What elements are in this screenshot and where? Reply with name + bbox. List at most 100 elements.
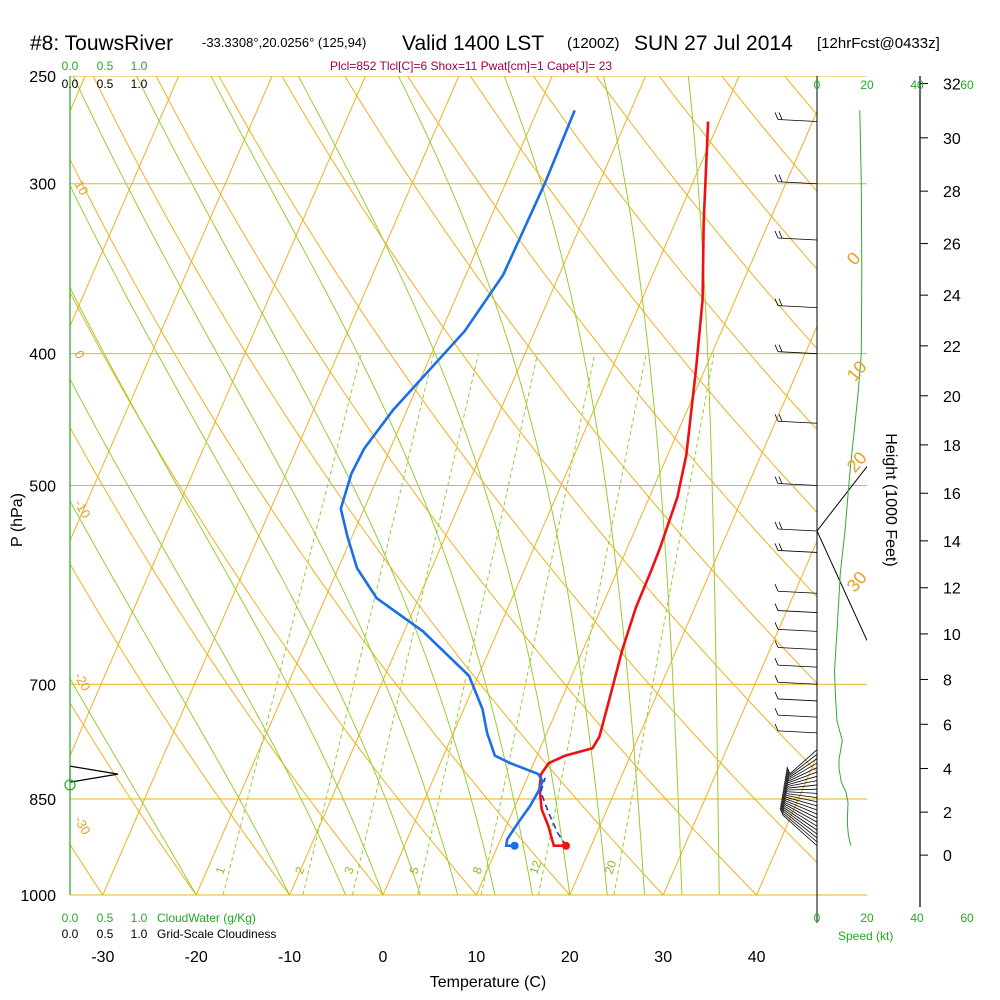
wind-barb [774, 543, 818, 553]
background-grid [0, 76, 1000, 895]
temperature-tick-label: 30 [654, 949, 672, 966]
speed-tick-bottom: 60 [960, 911, 974, 925]
temperature-tick-label: 10 [468, 949, 486, 966]
wind-barb [774, 414, 818, 424]
wind-barb [784, 775, 818, 785]
dry-adiabat [848, 76, 1000, 895]
dry-adiabat [92, 76, 664, 895]
wind-barb [774, 657, 818, 668]
mixing-ratio-label: 1 [213, 865, 229, 876]
wind-barb [774, 112, 818, 122]
zulu-time: (1200Z) [567, 35, 620, 52]
pressure-tick-label: 300 [29, 177, 56, 194]
speed-tick-top: 0 [814, 78, 821, 92]
wind-barb [782, 793, 818, 815]
wind-barb [785, 758, 818, 778]
dry-adiabat [70, 426, 384, 895]
wind-barb [774, 640, 818, 650]
dry-adiabat [155, 76, 757, 895]
forecast-run: [12hrFcst@0433z] [817, 35, 940, 52]
wind-speed-line [833, 110, 863, 846]
cloudwater-tick-top: 0.0 [62, 59, 79, 73]
moist-adiabat [70, 286, 384, 895]
dry-adiabat [218, 76, 817, 864]
cloudiness-tick-bottom: 0.5 [97, 927, 114, 941]
station-title: #8: TouwsRiver [30, 32, 173, 55]
temperature-tick-label: 0 [379, 949, 388, 966]
height-tick-label: 26 [943, 237, 961, 254]
pressure-tick-label: 1000 [20, 888, 56, 905]
cloudiness-tick-top: 1.0 [131, 77, 148, 91]
wind-barb [774, 521, 818, 532]
moist-adiabat [503, 76, 645, 895]
wind-barb [774, 675, 818, 685]
height-tick-label: 14 [943, 534, 961, 551]
mixing-ratio-label: 3 [341, 865, 357, 876]
height-tick-label: 4 [943, 762, 952, 779]
wind-barb [782, 790, 818, 807]
isotherm-label: 0 [71, 348, 88, 362]
moist-adiabat [397, 76, 608, 895]
isotherm-label: -30 [71, 813, 93, 837]
cloudwater-tick-bottom: 1.0 [131, 911, 148, 925]
height-tick-label: 24 [943, 288, 961, 305]
dry-adiabat [0, 76, 9, 895]
cloudwater-tick-bottom: 0.0 [62, 911, 79, 925]
height-tick-label: 18 [943, 438, 961, 455]
mixing-ratio-line [302, 353, 435, 895]
series-dewpoint [339, 109, 576, 847]
wind-barb [782, 788, 818, 803]
cloudiness-axis-label: Grid-Scale Cloudiness [157, 927, 276, 941]
temperature-tick-label: -30 [91, 949, 114, 966]
dry-adiabat [70, 158, 571, 895]
wind-barb [774, 230, 818, 241]
forecast-date: SUN 27 Jul 2014 [634, 32, 793, 55]
cloudiness-tick-bottom: 0.0 [62, 927, 79, 941]
isotherm-line [662, 539, 817, 895]
theta-label: 10 [843, 357, 871, 385]
moist-adiabat [602, 76, 683, 895]
height-tick-label: 22 [943, 339, 961, 356]
boundary-line [816, 465, 867, 641]
sounding-params: Plcl=852 Tlcl[C]=6 Shox=11 Pwat[cm]=1 Ca… [330, 59, 612, 73]
temperature-tick-label: 40 [748, 949, 766, 966]
speed-tick-bottom: 0 [814, 911, 821, 925]
height-tick-label: 30 [943, 131, 961, 148]
wind-barb [774, 707, 818, 718]
moist-adiabat [70, 378, 347, 895]
dry-adiabat [70, 291, 477, 895]
temperature-tick-label: -20 [185, 949, 208, 966]
pressure-tick-label: 500 [29, 479, 56, 496]
wind-barb [774, 298, 818, 309]
wind-barb [774, 344, 818, 355]
wind-barb [780, 804, 818, 839]
height-tick-label: 28 [943, 184, 961, 201]
moist-adiabat [687, 76, 720, 895]
wind-barb [774, 723, 818, 734]
temperature-tick-label: -10 [278, 949, 301, 966]
series-temperature [538, 121, 710, 847]
wind-barb [780, 802, 818, 835]
wind-barb [774, 174, 818, 185]
wind-barb [783, 784, 818, 794]
wind-barb [774, 476, 818, 486]
dry-adiabat [532, 76, 817, 431]
wind-barb [785, 767, 818, 782]
cloudwater-axis-label: CloudWater (g/Kg) [157, 911, 256, 925]
mixing-ratio-label: 2 [292, 865, 308, 876]
x-axis-label: Temperature (C) [430, 974, 546, 991]
mixing-ratio-label: 12 [527, 858, 545, 876]
station-coords: -33.3308°,20.0256° (125,94) [202, 35, 366, 50]
mixing-ratio-label: 5 [407, 865, 423, 876]
dry-adiabat [595, 76, 817, 350]
y-axis-label: P (hPa) [9, 493, 26, 547]
moist-adiabat [70, 677, 197, 895]
mixing-ratio-line [351, 353, 479, 895]
height-tick-label: 10 [943, 627, 961, 644]
speed-tick-top: 60 [960, 78, 974, 92]
series-parcel [539, 777, 567, 847]
isotherm-label: 10 [71, 178, 91, 198]
speed-tick-bottom: 40 [910, 911, 924, 925]
valid-time: Valid 1400 LST [402, 32, 544, 55]
theta-label: 20 [843, 448, 871, 476]
